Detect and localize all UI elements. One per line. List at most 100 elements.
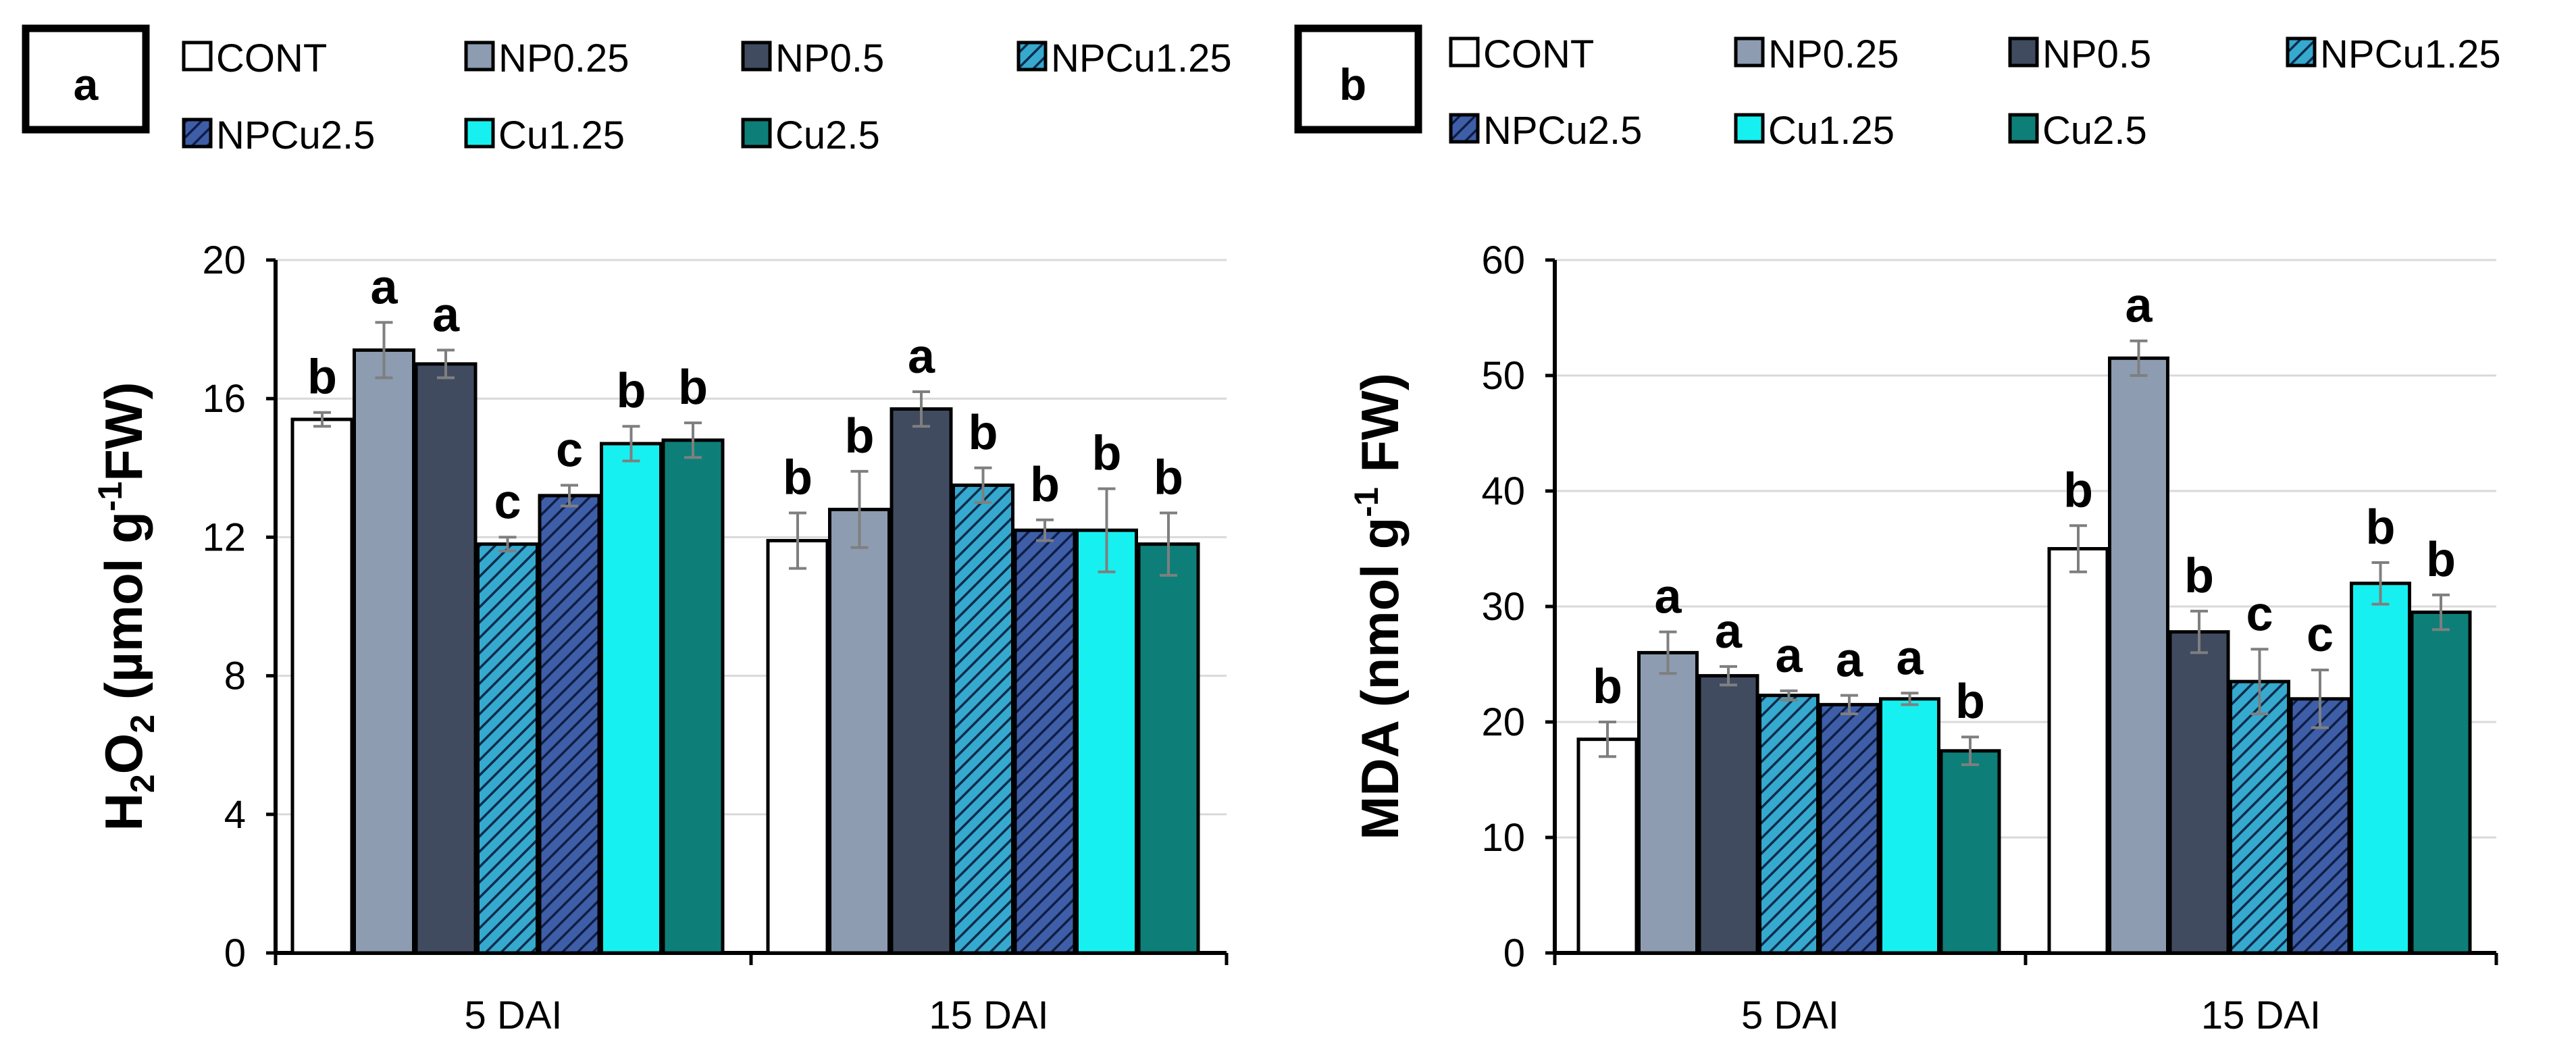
panel-b-bar-npcu25-5dai-letter: a	[1836, 633, 1863, 688]
panel-b-bar-np05-15dai	[2168, 630, 2230, 955]
panel-a-bar-cu25-15dai-letter: b	[1154, 450, 1183, 504]
panel-a-bar-np05-5dai-letter: a	[432, 288, 460, 342]
panel-b-bar-cont-5dai-letter: b	[1593, 660, 1622, 714]
panel-b-legend-label-cu125: Cu1.25	[1768, 109, 1895, 153]
panel-b-bar-np025-5dai-letter: a	[1654, 570, 1682, 624]
panel-a-bar-np025-15dai-letter: b	[845, 409, 875, 463]
panel-b-ytick-label-40: 40	[1481, 469, 1525, 513]
panel-a-bar-np025-5dai-letter: a	[370, 260, 398, 314]
panel-b-legend-swatch-cont	[1449, 36, 1480, 68]
panel-a-bar-cu125-5dai	[600, 442, 663, 955]
panel-b-ytick-label-60: 60	[1481, 238, 1525, 282]
panel-b-bar-npcu25-15dai-letter: c	[2307, 608, 2334, 662]
panel-a-legend-swatch-cu25	[741, 118, 772, 149]
panel-b-bar-cu125-15dai	[2350, 581, 2411, 955]
panel-a-bar-cont-15dai	[766, 539, 829, 955]
panel-a-xtick-label-15dai: 15 DAI	[929, 993, 1048, 1037]
panel-a-y-axis-label-part-1: 2	[124, 774, 161, 793]
panel-b-bar-cu125-5dai	[1879, 697, 1940, 955]
panel-a-bar-npcu125-5dai	[476, 542, 539, 955]
panel-b-legend-swatch-npcu125	[2286, 36, 2317, 68]
panel-b-bar-npcu125-15dai-letter: c	[2246, 587, 2273, 641]
panel-a-bar-cu25-5dai-letter: b	[678, 361, 708, 415]
panel-b-bar-cu125-5dai-letter: a	[1896, 631, 1924, 685]
panel-a-bar-cu125-15dai	[1075, 528, 1138, 955]
panel-a-bar-cont-5dai-letter: b	[307, 351, 337, 405]
panel-a-bar-cont-15dai-letter: b	[783, 450, 813, 504]
panel-a-y-axis-label-part-3: 2	[124, 715, 161, 733]
panel-a-legend-label-npcu25: NPCu2.5	[216, 113, 375, 157]
panel-a-y-axis-label-part-2: O	[94, 733, 153, 775]
panel-a-bar-npcu125-15dai-letter: b	[969, 406, 998, 460]
panel-a-bar-npcu25-5dai	[538, 494, 601, 955]
panel-b-tag-label: b	[1339, 59, 1366, 109]
panel-b-legend-label-cu25: Cu2.5	[2042, 109, 2147, 153]
panel-b-bar-cu25-15dai-letter: b	[2426, 533, 2456, 587]
panel-a-bar-cu125-15dai-letter: b	[1092, 427, 1122, 481]
panel-b-bar-npcu125-5dai-letter: a	[1775, 629, 1803, 683]
panel-b-xtick-label-15dai: 15 DAI	[2201, 993, 2321, 1037]
panel-b-bar-np025-15dai-letter: a	[2125, 279, 2153, 333]
panel-b-bar-cont-5dai	[1576, 737, 1639, 955]
panel-a-legend-swatch-cont	[182, 41, 213, 72]
panel-b-bar-cu25-15dai	[2410, 611, 2472, 955]
panel-a-ytick-label-20: 20	[202, 238, 246, 282]
panel-a-bar-npcu125-5dai-letter: c	[494, 475, 521, 529]
panel-a-bar-np025-15dai	[828, 507, 891, 955]
panel-a-bar-cu25-15dai	[1137, 542, 1200, 955]
panel-b-xtick-label-5dai: 5 DAI	[1741, 993, 1839, 1037]
panel-a-bar-cont-5dai	[290, 417, 354, 955]
panel-a-bar-np05-5dai	[414, 362, 478, 955]
panel-b-y-axis-label-part-1: -1	[1347, 487, 1385, 517]
panel-b-legend-swatch-cu25	[2008, 113, 2039, 144]
panel-a-bar-cu25-5dai	[661, 438, 725, 955]
panel-b-ytick-label-10: 10	[1481, 816, 1525, 860]
panel-b-bar-npcu25-5dai	[1818, 702, 1880, 955]
panel-a-tag-label: a	[74, 59, 99, 109]
panel-b-bar-cu125-15dai-letter: b	[2366, 500, 2396, 554]
panel-b-bar-npcu125-15dai	[2229, 679, 2290, 955]
panel-b-legend-swatch-npcu25	[1449, 113, 1480, 144]
panel-b-y-axis-label-part-0: MDA (nmol g	[1350, 517, 1410, 840]
panel-b-bar-cont-15dai-letter: b	[2063, 463, 2093, 517]
panel-b-legend-swatch-np025	[1734, 36, 1765, 68]
panel-a-legend-label-npcu125: NPCu1.25	[1051, 36, 1232, 80]
panel-a-legend-swatch-npcu125	[1016, 41, 1048, 72]
panel-b-ytick-label-50: 50	[1481, 354, 1525, 398]
panel-a-legend-label-np025: NP0.25	[498, 36, 629, 80]
panel-b-bar-cont-15dai	[2047, 547, 2109, 955]
panel-a-y-axis-label-part-6: FW)	[94, 382, 153, 482]
panel-b-ytick-label-0: 0	[1503, 931, 1525, 975]
panel-a-legend-label-cont: CONT	[216, 36, 327, 80]
panel-a-legend-label-cu25: Cu2.5	[775, 113, 880, 157]
panel-b-bar-np025-5dai	[1637, 650, 1699, 955]
panel-b-legend-swatch-np05	[2008, 36, 2039, 68]
panel-b-legend-label-np025: NP0.25	[1768, 32, 1899, 76]
panel-a-bar-cu125-5dai-letter: b	[617, 364, 646, 418]
panel-a-bar-np05-15dai	[890, 407, 953, 955]
panel-a-bar-npcu25-5dai-letter: c	[556, 423, 583, 477]
panel-a-legend-label-cu125: Cu1.25	[498, 113, 625, 157]
panel-a-chart: a CONT NP0.25 NP0.5 NPCu1.25 NPCu2.5 Cu1.25 Cu2…	[22, 24, 1232, 1037]
panel-b-legend-label-cont: CONT	[1483, 32, 1594, 76]
panel-a-legend-swatch-npcu25	[182, 118, 213, 149]
panel-b-legend-swatch-cu125	[1734, 113, 1765, 144]
panel-b-bar-np05-15dai-letter: b	[2184, 549, 2214, 603]
panel-a-legend-swatch-np05	[741, 41, 772, 72]
panel-a-ytick-label-4: 4	[224, 793, 246, 837]
panel-b-bar-np05-5dai-letter: a	[1715, 604, 1743, 658]
panel-a-ytick-label-8: 8	[224, 654, 246, 698]
panel-a-legend-label-np05: NP0.5	[775, 36, 884, 80]
panel-b-legend-label-np05: NP0.5	[2042, 32, 2151, 76]
panel-a-xtick-label-5dai: 5 DAI	[464, 993, 562, 1037]
panel-b-legend-label-npcu125: NPCu1.25	[2320, 32, 2501, 76]
panel-a-bar-npcu125-15dai	[952, 483, 1014, 955]
panel-a-y-axis-label: H2O2 (µmol g-1FW)	[91, 382, 161, 831]
panel-b-bar-npcu125-5dai	[1758, 694, 1820, 955]
panel-a-bar-np025-5dai	[353, 348, 415, 955]
panel-a-y-axis-label-part-5: -1	[91, 482, 129, 511]
panel-b-ytick-label-20: 20	[1481, 700, 1525, 744]
panel-a-tag-box	[22, 24, 150, 134]
panel-b-y-axis-label: MDA (nmol g-1 FW)	[1347, 373, 1410, 839]
